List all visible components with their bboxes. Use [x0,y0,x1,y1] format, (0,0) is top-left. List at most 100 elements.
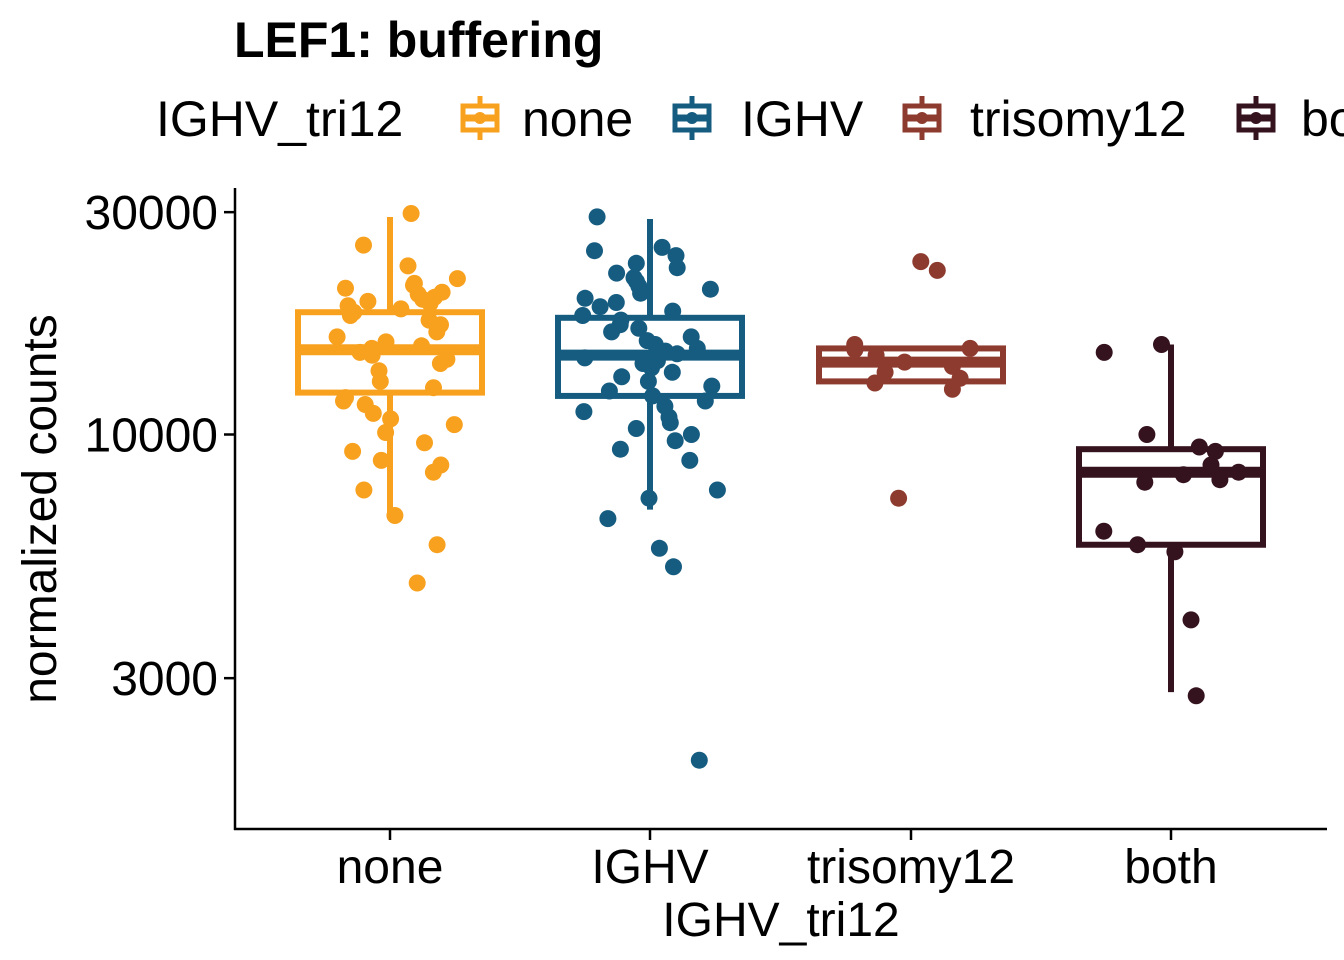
data-point [607,294,625,311]
legend-title: IGHV_tri12 [156,91,403,147]
data-point [703,377,721,395]
data-point [608,264,626,282]
data-point [424,463,442,481]
y-tick-label: 3000 [111,653,218,706]
data-point [632,284,650,302]
data-point [1153,336,1170,353]
y-tick-label: 30000 [85,187,218,240]
x-ticks: none IGHV trisomy12 both [337,829,1218,894]
data-point [708,481,726,499]
data-point [1190,438,1208,456]
data-point [661,414,679,432]
data-point [943,380,961,398]
x-axis-title: IGHV_tri12 [662,894,899,947]
data-point [341,307,359,324]
data-point [650,539,668,557]
x-tick-label-both: both [1124,841,1217,894]
data-point [627,420,645,437]
data-point [382,410,400,428]
legend-entry-both: both [1236,91,1344,147]
data-point [867,346,885,364]
data-point [421,295,439,312]
data-point [682,426,700,443]
data-point [586,242,603,260]
y-axis: 3000 10000 30000 normalized counts [14,187,237,830]
data-point [666,432,684,450]
data-point [1211,471,1229,489]
data-point [591,298,609,316]
data-point [643,359,660,377]
data-point [688,339,706,357]
data-point [1136,473,1154,491]
data-point [599,510,617,528]
data-point [866,374,884,392]
data-point [355,481,373,499]
legend-label-trisomy12: trisomy12 [970,91,1187,147]
data-point [448,270,466,288]
data-point [402,205,420,222]
data-point [1187,687,1205,705]
x-axis: none IGHV trisomy12 both IGHV_tri12 [234,827,1327,947]
data-point [575,403,593,421]
data-point [392,300,410,318]
data-point [386,507,404,524]
legend: IGHV_tri12 none IGHV trisomy12 both [156,91,1344,147]
legend-key-IGHV [672,96,712,140]
data-point [690,751,708,769]
legend-label-none: none [522,91,633,147]
points-both [1095,336,1248,705]
data-point [431,355,449,372]
data-point [912,253,930,271]
data-point [344,442,362,460]
data-point [335,392,352,410]
data-point [668,259,686,277]
legend-label-IGHV: IGHV [741,91,864,147]
data-point [961,339,979,357]
boxplot-both [1076,344,1266,693]
data-point [627,254,645,272]
data-point [681,451,699,469]
data-point [890,489,908,507]
legend-entry-trisomy12: trisomy12 [902,91,1187,147]
legend-entries: none IGHV trisomy12 both [460,91,1344,147]
data-point [668,345,686,363]
legend-key-trisomy12 [902,96,942,140]
y-ticks: 3000 10000 30000 [85,187,235,706]
legend-key-both [1236,96,1276,140]
data-point [1095,522,1113,540]
data-point [399,257,417,275]
x-tick-label-trisomy12: trisomy12 [807,841,1015,894]
data-point [574,307,592,324]
data-point [413,337,430,355]
data-point [428,536,446,554]
data-point [1138,426,1156,443]
data-point [588,208,606,226]
data-point [576,349,594,367]
chart-title: LEF1: buffering [234,12,603,68]
data-point [1166,543,1184,561]
data-point [611,440,629,458]
x-tick-label-IGHV: IGHV [591,841,708,894]
data-point [600,382,618,400]
data-point [644,387,662,405]
data-point [337,279,354,297]
data-point [696,392,714,410]
data-point [445,416,463,434]
y-axis-title: normalized counts [14,314,67,704]
data-point [1174,466,1192,484]
data-point [328,328,346,346]
data-point [701,280,719,298]
points-IGHV [574,208,726,769]
data-point [663,363,681,381]
x-tick-label-none: none [337,841,444,894]
data-point [896,353,914,371]
data-point [1206,442,1224,460]
data-point [846,341,864,359]
legend-entry-none: none [460,91,633,147]
data-point [1230,463,1248,481]
data-point [876,363,894,381]
data-point [359,292,377,310]
data-point [1202,456,1220,474]
data-point [372,451,390,469]
